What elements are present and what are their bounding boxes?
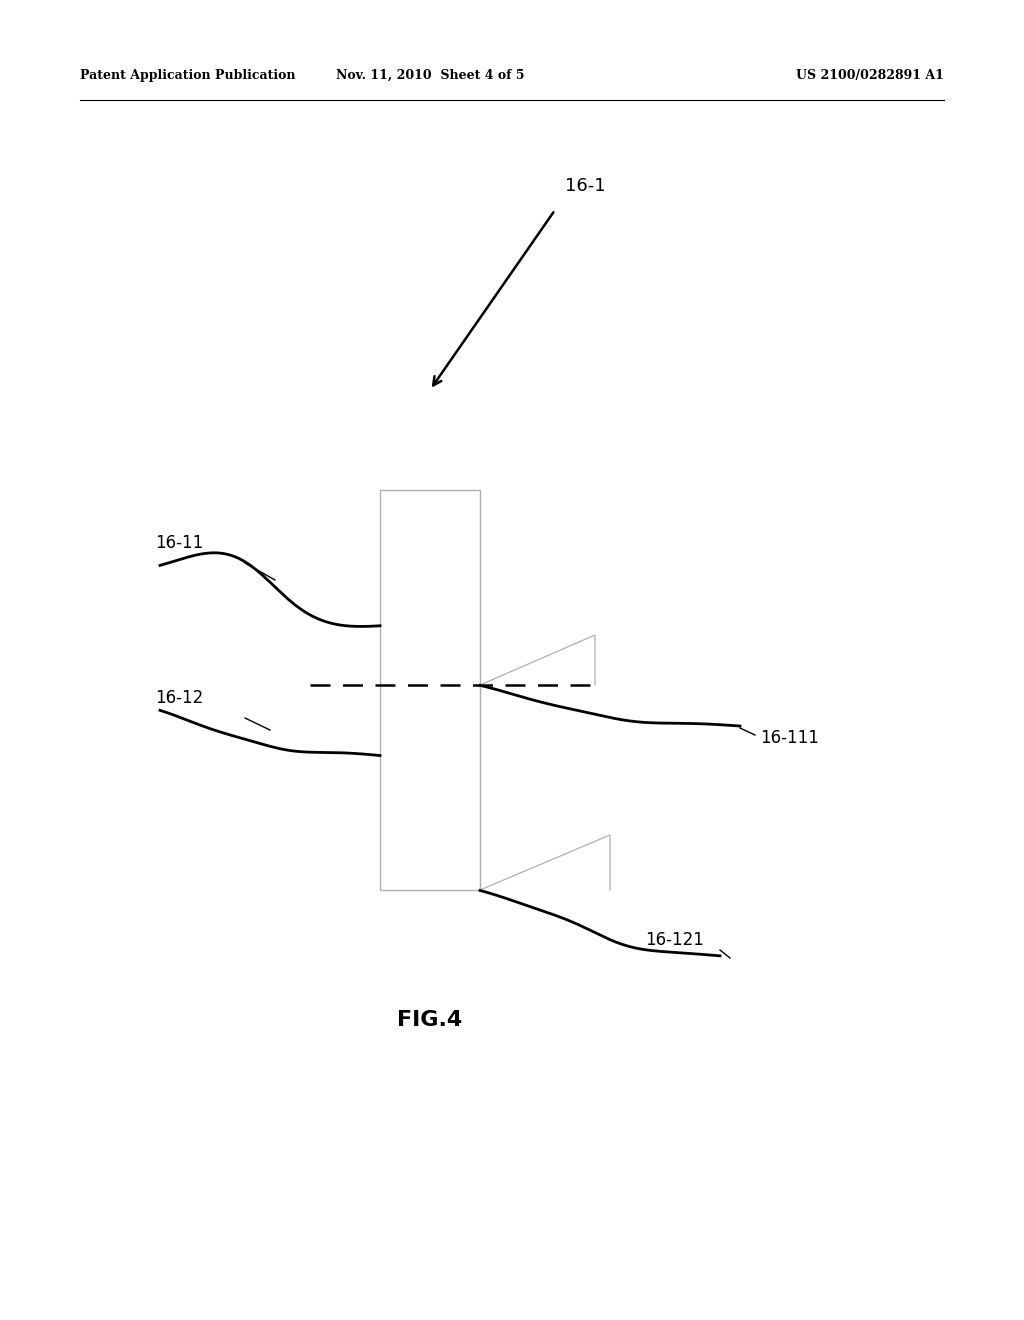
Text: 16-11: 16-11 xyxy=(155,535,203,552)
Text: FIG.4: FIG.4 xyxy=(397,1010,463,1030)
Text: Nov. 11, 2010  Sheet 4 of 5: Nov. 11, 2010 Sheet 4 of 5 xyxy=(336,69,524,82)
Text: 16-1: 16-1 xyxy=(565,177,605,195)
Bar xyxy=(380,490,480,890)
Text: 16-12: 16-12 xyxy=(155,689,203,708)
Text: Patent Application Publication: Patent Application Publication xyxy=(80,69,296,82)
Text: 16-121: 16-121 xyxy=(645,931,703,949)
Text: 16-111: 16-111 xyxy=(760,729,819,747)
Text: US 2100/0282891 A1: US 2100/0282891 A1 xyxy=(796,69,944,82)
